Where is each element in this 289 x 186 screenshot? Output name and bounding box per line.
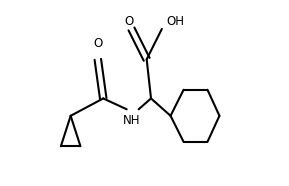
Text: O: O [93, 36, 102, 49]
Text: NH: NH [123, 114, 141, 127]
Text: O: O [125, 15, 134, 28]
Text: OH: OH [166, 15, 184, 28]
